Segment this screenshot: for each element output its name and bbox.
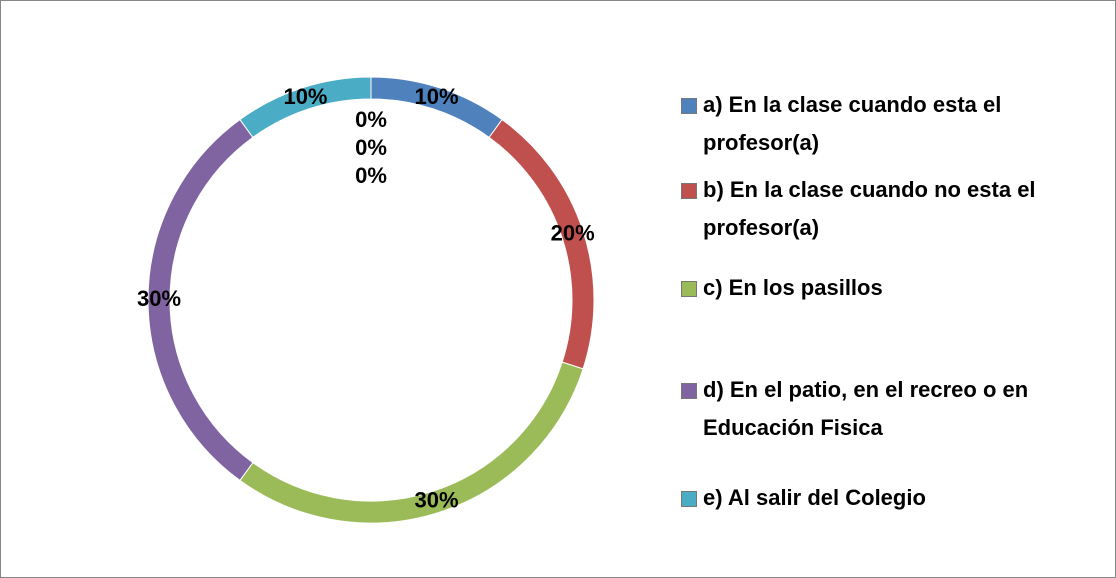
data-label: 0%	[355, 163, 387, 188]
data-label: 20%	[551, 220, 595, 245]
data-label: 10%	[414, 84, 458, 109]
data-label: 30%	[414, 487, 458, 512]
doughnut-segment	[239, 76, 372, 139]
data-label: 30%	[137, 286, 181, 311]
legend-label: c) En los pasillos	[703, 275, 883, 300]
doughnut-segment	[239, 361, 584, 524]
data-label: 0%	[355, 135, 387, 160]
legend-label: a) En la clase cuando esta el profesor(a…	[703, 92, 1002, 155]
legend-swatch	[681, 281, 697, 297]
data-label: 0%	[355, 107, 387, 132]
legend-label: e) Al salir del Colegio	[703, 485, 926, 510]
legend-swatch	[681, 98, 697, 114]
data-label: 10%	[283, 84, 327, 109]
legend-label: d) En el patio, en el recreo o en Educac…	[703, 377, 1029, 440]
legend-swatch	[681, 491, 697, 507]
legend-swatch	[681, 183, 697, 199]
legend-label: b) En la clase cuando no esta el profeso…	[703, 177, 1036, 240]
legend-swatch	[681, 383, 697, 399]
